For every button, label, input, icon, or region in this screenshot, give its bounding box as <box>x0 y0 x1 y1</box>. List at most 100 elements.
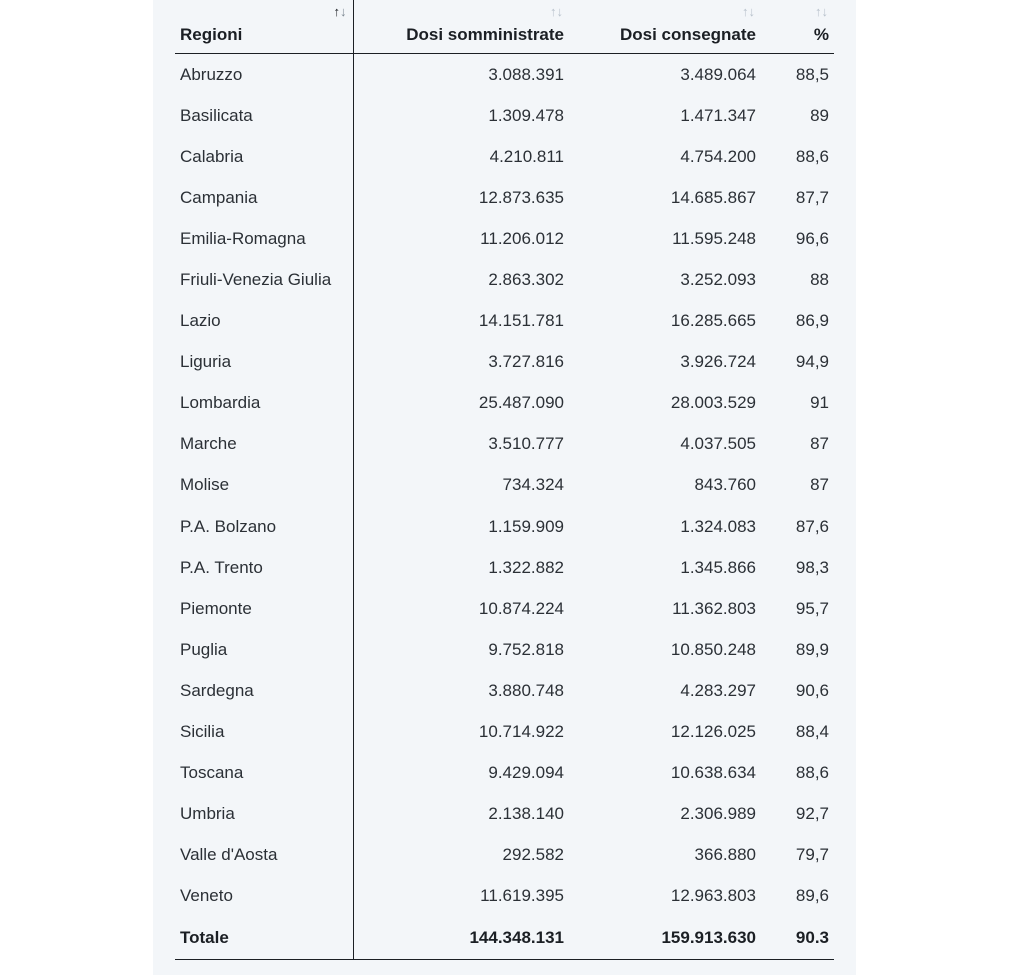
percent-cell: 98,3 <box>795 557 829 577</box>
table-row: P.A. Bolzano 1.159.909 1.324.083 87,6 <box>175 506 834 548</box>
region-cell: Liguria <box>175 341 354 383</box>
region-cell: Campania <box>175 177 354 219</box>
administered-cell: 1.322.882 <box>488 557 564 577</box>
total-row: Totale 144.348.131 159.913.630 90.3 <box>175 916 834 960</box>
sort-arrows-icon[interactable]: ↑↓ <box>333 4 347 19</box>
table-row: P.A. Trento 1.322.882 1.345.866 98,3 <box>175 547 834 589</box>
region-cell: Lazio <box>175 300 354 342</box>
administered-cell: 3.510.777 <box>488 434 564 454</box>
table-row: Abruzzo 3.088.391 3.489.064 88,5 <box>175 53 834 96</box>
table-row: Friuli-Venezia Giulia 2.863.302 3.252.09… <box>175 259 834 301</box>
total-delivered-cell: 159.913.630 <box>569 916 761 960</box>
percent-cell: 89,6 <box>795 886 829 906</box>
percent-cell: 90,6 <box>795 680 829 700</box>
percent-cell: 88,4 <box>795 722 829 742</box>
sort-arrows-icon[interactable]: ↑↓ <box>550 4 563 19</box>
table-row: Campania 12.873.635 14.685.867 87,7 <box>175 177 834 219</box>
table-panel: ↑↓ Regioni ↑↓ Dosi somministrate ↑↓ Dosi… <box>153 0 856 975</box>
table-row: Molise 734.324 843.760 87 <box>175 464 834 507</box>
table-row: Valle d'Aosta 292.582 366.880 79,7 <box>175 834 834 876</box>
column-header-percent[interactable]: ↑↓ % <box>761 0 834 54</box>
region-cell: P.A. Trento <box>175 547 354 589</box>
delivered-cell: 4.283.297 <box>680 680 756 700</box>
delivered-cell: 12.963.803 <box>670 886 756 906</box>
administered-cell: 4.210.811 <box>489 146 564 166</box>
table-row: Lazio 14.151.781 16.285.665 86,9 <box>175 300 834 342</box>
delivered-cell: 366.880 <box>694 845 756 865</box>
region-cell: Toscana <box>175 752 354 794</box>
region-cell: Piemonte <box>175 588 354 630</box>
delivered-cell: 3.252.093 <box>680 270 756 290</box>
column-header-regioni[interactable]: ↑↓ Regioni <box>175 0 354 54</box>
table-row: Sardegna 3.880.748 4.283.297 90,6 <box>175 670 834 712</box>
administered-cell: 10.874.224 <box>478 598 564 618</box>
region-cell: Marche <box>175 423 354 465</box>
region-cell: Calabria <box>175 136 354 178</box>
column-header-dosi-consegnate[interactable]: ↑↓ Dosi consegnate <box>569 0 761 54</box>
percent-cell: 89 <box>810 105 829 125</box>
table-row: Piemonte 10.874.224 11.362.803 95,7 <box>175 588 834 630</box>
administered-cell: 9.752.818 <box>488 639 564 659</box>
delivered-cell: 10.638.634 <box>670 763 756 783</box>
region-cell: Abruzzo <box>175 53 354 96</box>
administered-cell: 1.159.909 <box>488 516 564 536</box>
administered-cell: 2.863.302 <box>488 270 564 290</box>
percent-cell: 87,7 <box>795 187 829 207</box>
percent-cell: 88,5 <box>795 64 829 84</box>
percent-cell: 96,6 <box>795 228 829 248</box>
table-header-row: ↑↓ Regioni ↑↓ Dosi somministrate ↑↓ Dosi… <box>175 0 834 54</box>
region-cell: Emilia-Romagna <box>175 218 354 260</box>
percent-cell: 91 <box>810 393 829 413</box>
sort-arrows-icon[interactable]: ↑↓ <box>742 4 755 19</box>
delivered-cell: 10.850.248 <box>670 639 756 659</box>
region-cell: Basilicata <box>175 95 354 137</box>
percent-cell: 87 <box>810 434 829 454</box>
table-row: Umbria 2.138.140 2.306.989 92,7 <box>175 793 834 835</box>
delivered-cell: 11.362.803 <box>672 598 756 618</box>
table-row: Liguria 3.727.816 3.926.724 94,9 <box>175 341 834 383</box>
delivered-cell: 1.345.866 <box>680 557 756 577</box>
vaccine-doses-table: ↑↓ Regioni ↑↓ Dosi somministrate ↑↓ Dosi… <box>175 0 834 960</box>
percent-cell: 79,7 <box>795 845 829 865</box>
region-cell: Puglia <box>175 629 354 671</box>
percent-cell: 92,7 <box>795 804 829 824</box>
administered-cell: 11.206.012 <box>480 228 564 248</box>
sort-arrows-icon[interactable]: ↑↓ <box>815 4 828 19</box>
table-row: Lombardia 25.487.090 28.003.529 91 <box>175 382 834 424</box>
column-header-dosi-somministrate[interactable]: ↑↓ Dosi somministrate <box>353 0 569 54</box>
administered-cell: 3.727.816 <box>488 352 564 372</box>
administered-cell: 11.619.395 <box>480 886 564 906</box>
total-administered-cell: 144.348.131 <box>353 916 569 960</box>
administered-cell: 1.309.478 <box>488 105 564 125</box>
column-header-label: Dosi somministrate <box>406 25 564 44</box>
administered-cell: 12.873.635 <box>478 187 564 207</box>
region-cell: Veneto <box>175 875 354 917</box>
administered-cell: 14.151.781 <box>478 311 564 331</box>
delivered-cell: 28.003.529 <box>670 393 756 413</box>
administered-cell: 292.582 <box>502 845 564 865</box>
delivered-cell: 2.306.989 <box>680 804 756 824</box>
administered-cell: 25.487.090 <box>478 393 564 413</box>
region-cell: Sardegna <box>175 670 354 712</box>
table-row: Calabria 4.210.811 4.754.200 88,6 <box>175 136 834 178</box>
percent-cell: 88,6 <box>795 146 829 166</box>
percent-cell: 89,9 <box>795 639 829 659</box>
column-header-label: Regioni <box>180 25 243 44</box>
total-label-cell: Totale <box>175 916 354 960</box>
administered-cell: 2.138.140 <box>488 804 564 824</box>
region-cell: Valle d'Aosta <box>175 834 354 876</box>
delivered-cell: 16.285.665 <box>670 311 756 331</box>
delivered-cell: 1.471.347 <box>680 105 756 125</box>
region-cell: P.A. Bolzano <box>175 506 354 548</box>
region-cell: Sicilia <box>175 711 354 753</box>
table-row: Basilicata 1.309.478 1.471.347 89 <box>175 95 834 137</box>
region-cell: Friuli-Venezia Giulia <box>175 259 354 301</box>
delivered-cell: 4.754.200 <box>680 146 756 166</box>
region-cell: Umbria <box>175 793 354 835</box>
administered-cell: 3.880.748 <box>488 680 564 700</box>
delivered-cell: 12.126.025 <box>670 722 756 742</box>
table-row: Puglia 9.752.818 10.850.248 89,9 <box>175 629 834 671</box>
delivered-cell: 4.037.505 <box>680 434 756 454</box>
percent-cell: 88 <box>810 270 829 290</box>
delivered-cell: 3.926.724 <box>680 352 756 372</box>
